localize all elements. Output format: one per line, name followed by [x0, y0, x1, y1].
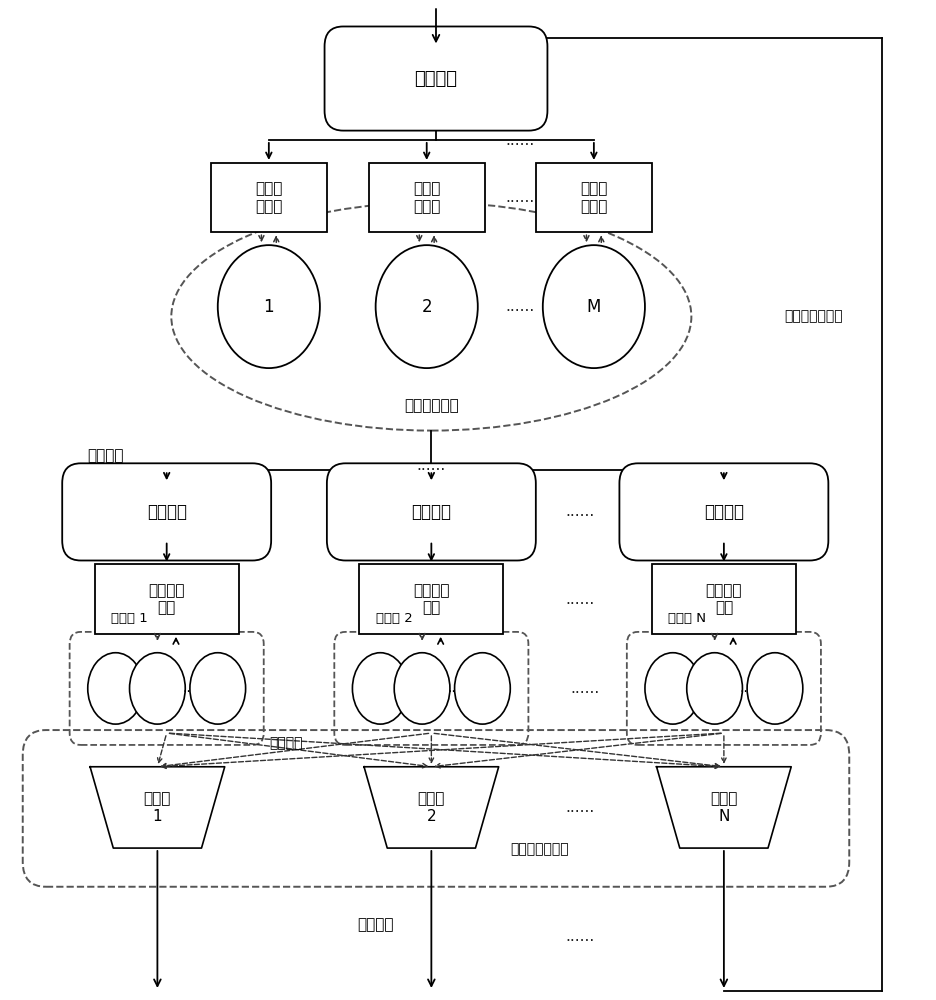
- Text: 自卸汽车
卸载: 自卸汽车 卸载: [705, 583, 741, 615]
- FancyBboxPatch shape: [327, 463, 535, 560]
- Text: 卸载点 1: 卸载点 1: [110, 612, 148, 626]
- Ellipse shape: [746, 653, 802, 724]
- Bar: [368, 163, 484, 232]
- Ellipse shape: [129, 653, 185, 724]
- Text: 2: 2: [421, 298, 431, 316]
- Text: 卸载设备: 卸载设备: [269, 736, 302, 750]
- Text: 空载运输: 空载运输: [357, 917, 393, 932]
- Text: ......: ......: [564, 929, 594, 944]
- Ellipse shape: [454, 653, 510, 724]
- Polygon shape: [656, 767, 790, 848]
- Ellipse shape: [352, 653, 408, 724]
- Ellipse shape: [217, 245, 319, 368]
- Bar: [535, 163, 651, 232]
- Text: 自卸汽
车装载: 自卸汽 车装载: [413, 181, 440, 214]
- Text: 混凝土生产系统: 混凝土生产系统: [783, 310, 842, 324]
- Text: ......: ......: [505, 190, 534, 205]
- Text: 排队等待: 排队等待: [147, 503, 186, 521]
- Text: 浇筑区
1: 浇筑区 1: [143, 791, 171, 824]
- Text: 排队等待: 排队等待: [703, 503, 743, 521]
- Text: 自卸汽车
卸载: 自卸汽车 卸载: [413, 583, 449, 615]
- Ellipse shape: [394, 653, 449, 724]
- Text: 自卸汽
车装载: 自卸汽 车装载: [579, 181, 607, 214]
- FancyBboxPatch shape: [324, 26, 547, 131]
- Text: 自卸汽
车装载: 自卸汽 车装载: [255, 181, 283, 214]
- Text: ......: ......: [505, 299, 534, 314]
- Polygon shape: [364, 767, 498, 848]
- Bar: [359, 564, 503, 634]
- FancyBboxPatch shape: [619, 463, 827, 560]
- Text: 浇筑区
N: 浇筑区 N: [709, 791, 737, 824]
- Text: ..: ..: [183, 681, 191, 695]
- Text: ......: ......: [569, 681, 598, 696]
- Text: 重载运输: 重载运输: [88, 448, 124, 463]
- Text: ......: ......: [564, 504, 594, 519]
- Bar: [211, 163, 327, 232]
- Text: 排队等待: 排队等待: [411, 503, 451, 521]
- Text: ......: ......: [564, 592, 594, 607]
- Text: 混凝土浇筑系统: 混凝土浇筑系统: [510, 842, 568, 856]
- Polygon shape: [90, 767, 225, 848]
- FancyBboxPatch shape: [62, 463, 271, 560]
- Ellipse shape: [190, 653, 245, 724]
- Text: 自卸汽车
卸载: 自卸汽车 卸载: [148, 583, 184, 615]
- Text: M: M: [586, 298, 600, 316]
- Ellipse shape: [375, 245, 477, 368]
- Text: ..: ..: [739, 681, 748, 695]
- Text: ......: ......: [417, 458, 446, 473]
- Text: ......: ......: [505, 133, 534, 148]
- Bar: [95, 564, 239, 634]
- Text: ......: ......: [564, 800, 594, 815]
- Text: 混凝土拌合楼: 混凝土拌合楼: [403, 398, 459, 413]
- Ellipse shape: [686, 653, 741, 724]
- Text: 卸载点 N: 卸载点 N: [667, 612, 706, 626]
- Ellipse shape: [542, 245, 644, 368]
- Ellipse shape: [644, 653, 700, 724]
- Text: ..: ..: [446, 681, 456, 695]
- Bar: [651, 564, 795, 634]
- Text: 卸载点 2: 卸载点 2: [375, 612, 412, 626]
- Text: 浇筑区
2: 浇筑区 2: [417, 791, 445, 824]
- Text: 1: 1: [263, 298, 274, 316]
- Text: 排队等待: 排队等待: [414, 70, 457, 88]
- Ellipse shape: [88, 653, 143, 724]
